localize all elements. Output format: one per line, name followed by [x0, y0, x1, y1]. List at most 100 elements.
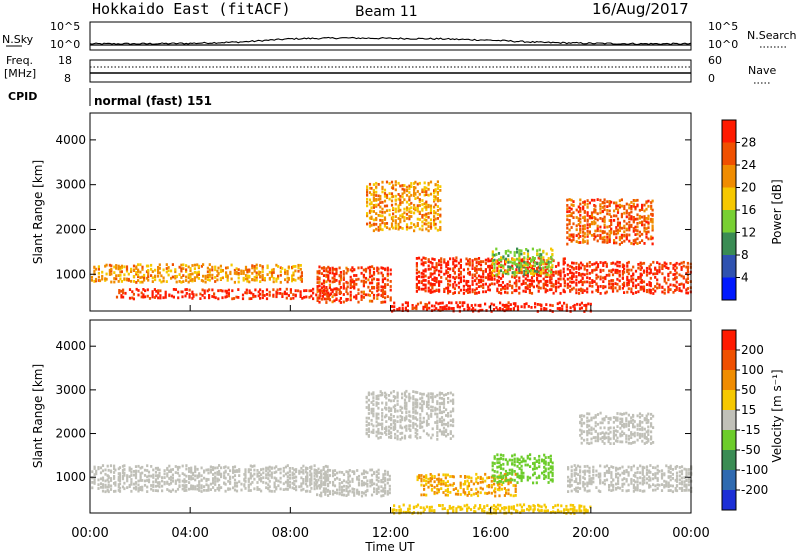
data-cell	[538, 264, 541, 268]
data-cell	[649, 271, 652, 274]
data-cell	[286, 270, 289, 273]
data-cell	[244, 274, 248, 277]
data-cell	[630, 431, 633, 434]
data-cell	[429, 283, 432, 287]
data-cell	[452, 420, 455, 424]
data-cell	[603, 432, 606, 436]
data-cell	[333, 272, 336, 276]
data-cell	[528, 282, 531, 286]
data-cell	[650, 237, 653, 241]
data-cell	[246, 279, 249, 283]
data-cell	[425, 222, 428, 226]
data-cell	[636, 423, 639, 427]
data-cell	[405, 415, 408, 418]
data-cell	[131, 296, 134, 300]
data-cell	[462, 488, 465, 491]
data-cell	[286, 488, 289, 491]
data-cell	[370, 193, 373, 196]
data-cell	[425, 483, 428, 486]
data-cell	[484, 491, 487, 495]
data-cell	[504, 287, 507, 291]
data-cell	[630, 482, 633, 485]
data-cell	[390, 192, 394, 196]
data-cell	[242, 272, 245, 275]
data-cell	[188, 477, 191, 481]
data-cell	[341, 485, 344, 489]
data-cell	[583, 465, 586, 468]
data-cell	[230, 277, 233, 281]
data-cell	[479, 491, 482, 495]
data-cell	[370, 473, 374, 477]
data-cell	[477, 260, 481, 264]
data-cell	[403, 216, 406, 219]
data-cell	[498, 479, 501, 483]
data-cell	[399, 418, 402, 422]
data-cell	[244, 291, 247, 295]
data-cell	[475, 261, 478, 264]
data-cell	[562, 267, 565, 271]
data-cell	[468, 290, 471, 294]
data-cell	[405, 212, 409, 216]
data-cell	[669, 283, 672, 287]
data-cell	[443, 305, 446, 309]
data-cell	[639, 464, 642, 468]
data-cell	[414, 192, 417, 195]
data-cell	[412, 401, 415, 405]
data-cell	[618, 229, 621, 232]
data-cell	[157, 274, 160, 278]
data-cell	[434, 395, 437, 399]
data-cell	[591, 281, 594, 284]
data-cell	[305, 489, 308, 493]
data-cell	[638, 214, 641, 218]
data-cell	[579, 231, 582, 234]
data-cell	[667, 481, 670, 485]
data-cell	[333, 280, 336, 283]
data-cell	[538, 458, 541, 462]
data-cell	[494, 490, 497, 494]
data-cell	[632, 281, 635, 285]
data-cell	[484, 479, 487, 483]
data-cell	[663, 291, 666, 295]
data-cell	[530, 291, 534, 295]
data-cell	[367, 266, 370, 270]
data-cell	[218, 464, 221, 467]
data-cell	[652, 477, 655, 481]
data-cell	[379, 390, 382, 393]
colorbar-segment	[722, 277, 736, 301]
data-cell	[528, 285, 531, 289]
data-cell	[656, 468, 659, 472]
data-cell	[504, 458, 508, 462]
data-cell	[206, 270, 209, 274]
data-cell	[270, 271, 274, 275]
data-cell	[379, 393, 382, 397]
data-cell	[557, 277, 560, 281]
data-cell	[320, 297, 324, 301]
data-cell	[417, 270, 421, 274]
data-cell	[614, 262, 617, 266]
data-cell	[187, 265, 190, 269]
data-cell	[594, 217, 597, 220]
data-cell	[453, 287, 456, 291]
data-cell	[471, 259, 474, 262]
data-cell	[436, 484, 439, 487]
data-cell	[453, 264, 456, 268]
data-cell	[429, 192, 433, 196]
data-cell	[385, 396, 388, 400]
data-cell	[601, 209, 604, 213]
data-cell	[207, 471, 210, 475]
data-cell	[627, 281, 630, 285]
data-cell	[146, 479, 149, 482]
data-cell	[647, 217, 650, 221]
data-cell	[429, 225, 433, 228]
data-cell	[368, 182, 372, 186]
data-cell	[526, 271, 530, 275]
data-cell	[530, 283, 534, 287]
data-cell	[424, 286, 427, 290]
data-cell	[661, 263, 664, 267]
data-cell	[414, 208, 417, 212]
data-cell	[154, 274, 157, 278]
data-cell	[446, 490, 449, 494]
data-cell	[493, 268, 496, 272]
data-cell	[526, 284, 529, 288]
data-cell	[429, 260, 432, 264]
